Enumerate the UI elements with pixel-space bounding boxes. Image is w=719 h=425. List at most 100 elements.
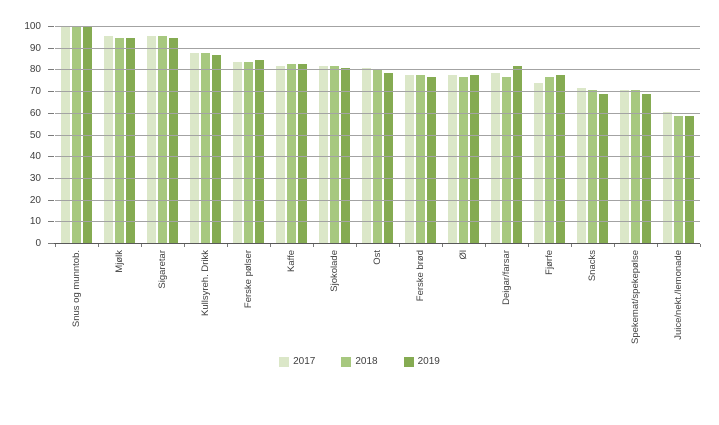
bar-2019	[384, 72, 393, 244]
bar-2017	[147, 35, 156, 244]
y-axis-tick	[48, 69, 54, 71]
x-axis-tick	[313, 244, 314, 247]
bar-2017	[448, 74, 457, 244]
bar-2018	[674, 115, 683, 244]
bar-2017	[233, 61, 242, 244]
legend-swatch-icon	[279, 357, 290, 367]
bar-2019	[83, 27, 92, 244]
y-axis-tick-label: 30	[29, 172, 41, 184]
x-axis-label-cell: Kullsyreh. Drikk	[184, 250, 227, 362]
y-axis-tick-label: 100	[24, 21, 41, 32]
y-axis-tick	[48, 26, 54, 27]
y-axis-tick-label: 50	[29, 129, 41, 141]
bar-2017	[61, 27, 70, 244]
x-axis-tick	[485, 244, 486, 247]
x-axis-category-label: Kaffe	[285, 250, 297, 273]
x-axis-category-label: Fjørfe	[543, 250, 555, 275]
bar-group	[227, 27, 270, 244]
legend-item-2019: 2019	[403, 356, 440, 367]
bar-groups	[55, 27, 700, 244]
bar-2017	[534, 83, 543, 244]
legend: 2017 2018 2019	[0, 357, 719, 367]
y-axis-tick-label: 70	[29, 86, 41, 98]
x-axis-label-cell: Fjørfe	[528, 250, 571, 362]
bar-group	[98, 27, 141, 244]
bar-2019	[513, 66, 522, 244]
x-axis-tick	[184, 244, 185, 247]
y-axis-tick	[48, 134, 54, 136]
y-axis-tick-label: 10	[29, 216, 41, 228]
x-axis-label-cell: Ferske brød	[399, 250, 442, 362]
x-axis-category-label: Sjokolade	[328, 250, 340, 292]
x-axis-tick	[528, 244, 529, 247]
y-axis-tick	[48, 112, 54, 114]
x-axis-tick	[55, 244, 56, 247]
y-axis-labels: 0 10 20 30 40 50 60 70 80 90 100	[0, 22, 55, 249]
bar-2018	[287, 63, 296, 244]
bar-2017	[276, 66, 285, 244]
bar-group	[614, 27, 657, 244]
bar-2019	[212, 55, 221, 244]
bar-2019	[126, 37, 135, 244]
x-axis-category-label: Spekemat/spekepølse	[629, 250, 641, 344]
y-axis-tick	[48, 47, 54, 49]
x-axis-label-cell: Mjølk	[98, 250, 141, 362]
gridline	[55, 26, 700, 27]
gridline	[55, 47, 700, 49]
bar-2018	[201, 53, 210, 244]
bar-2018	[373, 70, 382, 244]
bar-2017	[405, 74, 414, 244]
x-axis-tick	[442, 244, 443, 247]
x-axis-tick	[270, 244, 271, 247]
y-axis-tick-label: 60	[29, 107, 41, 119]
x-axis-category-label: Øl	[457, 250, 469, 260]
legend-label: 2019	[417, 356, 440, 367]
bar-group	[571, 27, 614, 244]
bar-2017	[104, 35, 113, 244]
bar-2018	[115, 37, 124, 244]
bar-group	[356, 27, 399, 244]
x-axis-category-label: Ferske pølser	[242, 250, 254, 309]
bar-2019	[298, 63, 307, 244]
bar-2017	[491, 72, 500, 244]
bar-group	[313, 27, 356, 244]
bar-2019	[556, 74, 565, 244]
bar-group	[141, 27, 184, 244]
bar-2019	[685, 115, 694, 244]
x-axis-tick	[141, 244, 142, 247]
x-axis-line	[48, 243, 700, 244]
bar-2017	[620, 89, 629, 244]
legend-item-2017: 2017	[279, 357, 315, 367]
bar-2017	[663, 111, 672, 244]
bar-group	[485, 27, 528, 244]
x-axis-category-label: Ferske brød	[414, 250, 426, 302]
legend-label: 2018	[355, 356, 378, 367]
y-axis-tick-label: 90	[29, 42, 41, 54]
x-axis-tick	[356, 244, 357, 247]
x-axis-tick	[571, 244, 572, 247]
y-axis-tick-label: 80	[29, 64, 41, 76]
bar-2019	[169, 37, 178, 244]
x-axis-label-cell: Snus og munntob.	[55, 250, 98, 362]
legend-label: 2017	[293, 356, 316, 367]
bar-2018	[72, 27, 81, 244]
x-axis-category-label: Juice/nekt./lemonade	[672, 250, 684, 340]
gridline	[55, 91, 700, 93]
x-axis-label-cell: Deigar/farsar	[485, 250, 528, 362]
gridline	[55, 112, 700, 114]
legend-item-2018: 2018	[341, 356, 378, 367]
x-axis-tick	[227, 244, 228, 247]
bar-2019	[427, 76, 436, 244]
bar-2019	[255, 59, 264, 244]
gridline	[55, 156, 700, 158]
bar-2017	[362, 68, 371, 244]
x-axis-category-label: Sigaretar	[156, 250, 168, 289]
bar-2018	[416, 74, 425, 244]
bar-2018	[330, 66, 339, 244]
gridline	[55, 177, 700, 179]
bar-2018	[502, 76, 511, 244]
x-axis-category-label: Kullsyreh. Drikk	[199, 250, 211, 316]
y-axis-tick	[48, 177, 54, 179]
bar-2018	[459, 76, 468, 244]
x-axis-tick	[98, 244, 99, 247]
